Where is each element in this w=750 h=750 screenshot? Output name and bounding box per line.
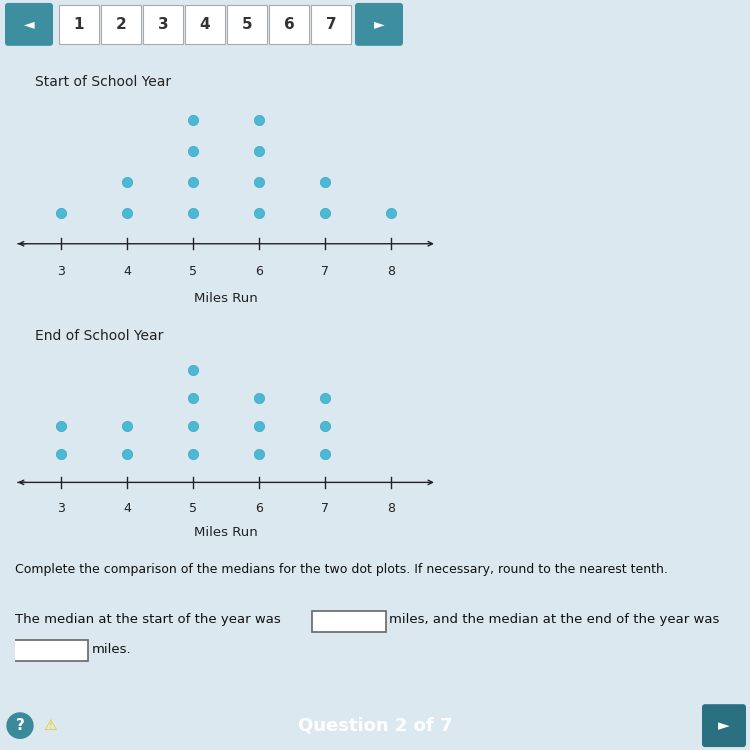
Point (187, 364, 199, 376)
Text: ►: ► (718, 718, 730, 734)
Point (187, 176, 199, 188)
Text: Miles Run: Miles Run (194, 292, 258, 304)
Point (319, 448, 331, 460)
Text: 6: 6 (255, 502, 262, 515)
Text: 5: 5 (189, 266, 197, 278)
FancyBboxPatch shape (143, 5, 183, 44)
Point (187, 145, 199, 157)
Text: ⚠: ⚠ (44, 718, 57, 734)
Point (319, 420, 331, 432)
FancyBboxPatch shape (5, 3, 53, 46)
Point (56, 448, 68, 460)
Point (121, 448, 133, 460)
Point (319, 207, 331, 219)
Text: 5: 5 (189, 502, 197, 515)
Text: miles, and the median at the end of the year was: miles, and the median at the end of the … (389, 614, 720, 626)
Text: 1: 1 (74, 17, 84, 32)
Text: Question 2 of 7: Question 2 of 7 (298, 717, 452, 735)
Text: 8: 8 (387, 266, 394, 278)
FancyBboxPatch shape (101, 5, 141, 44)
Point (187, 392, 199, 404)
Text: 8: 8 (387, 502, 394, 515)
Point (56, 207, 68, 219)
Point (253, 145, 265, 157)
Text: 6: 6 (284, 17, 294, 32)
FancyBboxPatch shape (312, 610, 386, 632)
FancyBboxPatch shape (14, 640, 88, 662)
Text: ►: ► (374, 17, 384, 32)
Point (56, 420, 68, 432)
Point (121, 207, 133, 219)
Point (319, 176, 331, 188)
Text: Miles Run: Miles Run (194, 526, 258, 538)
Text: ◄: ◄ (24, 17, 34, 32)
FancyBboxPatch shape (311, 5, 351, 44)
Text: Complete the comparison of the medians for the two dot plots. If necessary, roun: Complete the comparison of the medians f… (15, 562, 668, 576)
Text: 3: 3 (57, 266, 65, 278)
FancyBboxPatch shape (185, 5, 225, 44)
Text: 7: 7 (321, 502, 328, 515)
FancyBboxPatch shape (59, 5, 99, 44)
Text: 5: 5 (242, 17, 252, 32)
Point (253, 392, 265, 404)
FancyBboxPatch shape (227, 5, 267, 44)
Text: The median at the start of the year was: The median at the start of the year was (15, 614, 280, 626)
Point (121, 176, 133, 188)
Text: 3: 3 (57, 502, 65, 515)
Text: 6: 6 (255, 266, 262, 278)
Text: 4: 4 (123, 266, 131, 278)
FancyBboxPatch shape (355, 3, 403, 46)
Point (187, 448, 199, 460)
Text: 3: 3 (158, 17, 168, 32)
Point (319, 392, 331, 404)
Point (253, 207, 265, 219)
Point (187, 114, 199, 126)
Point (187, 207, 199, 219)
Text: End of School Year: End of School Year (34, 329, 164, 343)
Point (187, 420, 199, 432)
Text: miles.: miles. (92, 643, 131, 656)
Point (385, 207, 397, 219)
Point (253, 176, 265, 188)
FancyBboxPatch shape (269, 5, 309, 44)
Circle shape (7, 713, 33, 738)
Point (253, 114, 265, 126)
Text: 4: 4 (123, 502, 131, 515)
Point (253, 448, 265, 460)
Text: 2: 2 (116, 17, 126, 32)
Text: 7: 7 (321, 266, 328, 278)
Point (121, 420, 133, 432)
FancyBboxPatch shape (702, 704, 746, 747)
Point (253, 420, 265, 432)
Text: ?: ? (16, 718, 25, 734)
Text: 4: 4 (200, 17, 210, 32)
Text: Start of School Year: Start of School Year (34, 75, 171, 89)
Text: 7: 7 (326, 17, 336, 32)
